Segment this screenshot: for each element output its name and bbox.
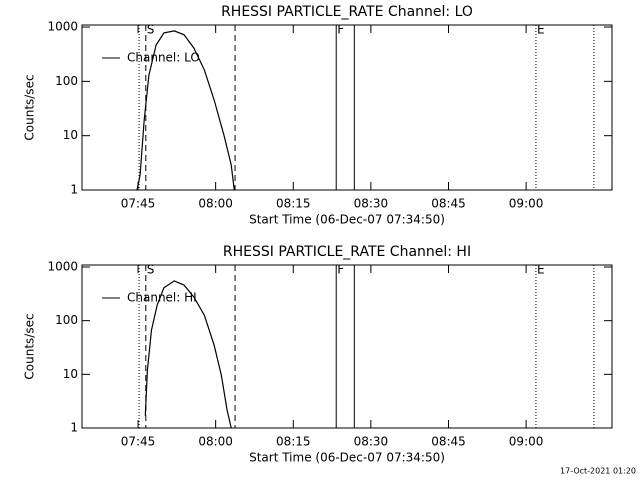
x-tick-label: 08:45 bbox=[431, 435, 466, 449]
y-tick-label: 100 bbox=[55, 313, 78, 327]
marker-label: F bbox=[337, 23, 344, 37]
x-axis-label: Start Time (06-Dec-07 07:34:50) bbox=[249, 451, 445, 465]
x-tick-label: 07:45 bbox=[121, 197, 156, 211]
marker-label: S bbox=[147, 23, 155, 37]
x-axis-label: Start Time (06-Dec-07 07:34:50) bbox=[249, 213, 445, 227]
marker-label: E bbox=[537, 263, 545, 277]
x-tick-label: 09:00 bbox=[509, 197, 544, 211]
y-axis-label: Counts/sec bbox=[23, 313, 37, 379]
y-tick-label: 1000 bbox=[47, 20, 78, 34]
data-line bbox=[136, 30, 235, 190]
marker-label: S bbox=[147, 263, 155, 277]
legend-label: Channel: HI bbox=[127, 291, 197, 305]
chart-title: RHESSI PARTICLE_RATE Channel: HI bbox=[223, 244, 471, 260]
x-tick-label: 08:00 bbox=[198, 197, 233, 211]
footer: 17-Oct-2021 01:20 bbox=[560, 467, 636, 476]
x-tick-label: 08:45 bbox=[431, 197, 466, 211]
marker-label: E bbox=[537, 23, 545, 37]
y-tick-label: 1000 bbox=[47, 260, 78, 274]
y-tick-label: 10 bbox=[63, 128, 78, 142]
legend-label: Channel: LO bbox=[127, 51, 200, 65]
y-tick-label: 1 bbox=[70, 183, 78, 197]
y-axis-label: Counts/sec bbox=[23, 74, 37, 140]
plot-frame bbox=[81, 24, 613, 191]
plot-frame bbox=[81, 264, 613, 429]
x-tick-label: 08:30 bbox=[354, 435, 389, 449]
data-line bbox=[144, 280, 232, 428]
x-tick-label: 08:15 bbox=[276, 197, 311, 211]
x-tick-label: 08:15 bbox=[276, 435, 311, 449]
marker-label: F bbox=[337, 263, 344, 277]
x-tick-label: 09:00 bbox=[509, 435, 544, 449]
x-tick-label: 08:00 bbox=[198, 435, 233, 449]
x-tick-label: 08:30 bbox=[354, 197, 389, 211]
y-tick-label: 100 bbox=[55, 74, 78, 88]
y-tick-label: 10 bbox=[63, 367, 78, 381]
x-tick-label: 07:45 bbox=[121, 435, 156, 449]
chart-title: RHESSI PARTICLE_RATE Channel: LO bbox=[221, 4, 473, 20]
y-tick-label: 1 bbox=[70, 421, 78, 435]
